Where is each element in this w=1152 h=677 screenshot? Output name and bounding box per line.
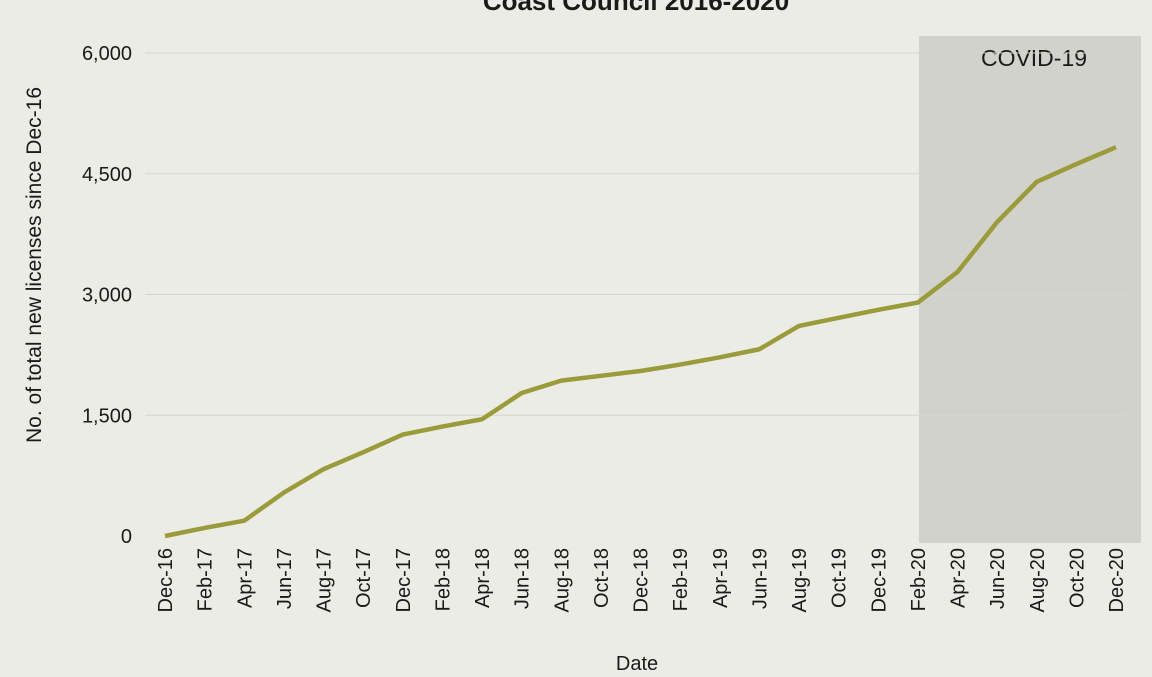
annotation: COVID-19 <box>981 45 1087 71</box>
x-tick-label: Oct-20 <box>1066 548 1088 608</box>
x-tick-label: Aug-18 <box>551 548 573 613</box>
x-tick-label: Aug-17 <box>314 548 336 613</box>
x-tick-label: Oct-17 <box>353 548 375 608</box>
x-tick-label: Apr-18 <box>472 548 494 608</box>
x-tick-label: Dec-16 <box>155 548 177 612</box>
x-tick-label: Feb-18 <box>432 548 454 611</box>
x-tick-label: Jun-18 <box>512 548 534 609</box>
x-tick-label: Dec-17 <box>393 548 415 612</box>
y-tick-label: 4,500 <box>82 164 132 186</box>
x-tick-label: Oct-19 <box>829 548 851 608</box>
x-tick-label: Jun-20 <box>987 548 1009 609</box>
y-tick-label: 3,000 <box>82 285 132 307</box>
y-axis-title: No. of total new licenses since Dec-16 <box>23 87 46 443</box>
x-tick-label: Jun-19 <box>749 548 771 609</box>
x-tick-label: Feb-17 <box>195 548 217 611</box>
x-tick-label: Feb-20 <box>908 548 930 611</box>
x-tick-label: Dec-18 <box>631 548 653 612</box>
x-tick-label: Oct-18 <box>591 548 613 608</box>
data-line <box>164 145 1117 539</box>
x-tick-label: Apr-19 <box>710 548 732 608</box>
x-tick-label: Dec-19 <box>868 548 890 612</box>
y-tick-label: 1,500 <box>82 405 132 427</box>
x-axis-title: Date <box>616 653 658 675</box>
x-tick-label: Apr-20 <box>948 548 970 608</box>
y-tick-label: 6,000 <box>82 43 132 65</box>
x-tick-label: Aug-20 <box>1027 548 1049 613</box>
covid-shade <box>919 36 1141 543</box>
y-tick-label: 0 <box>121 526 132 548</box>
x-tick-label: Feb-19 <box>670 548 692 611</box>
x-tick-label: Apr-17 <box>234 548 256 608</box>
chart-title: Coast Council 2016-2020 <box>483 0 789 16</box>
x-tick-label: Jun-17 <box>274 548 296 609</box>
x-tick-label: Aug-19 <box>789 548 811 613</box>
x-tick-label: Dec-20 <box>1106 548 1128 612</box>
